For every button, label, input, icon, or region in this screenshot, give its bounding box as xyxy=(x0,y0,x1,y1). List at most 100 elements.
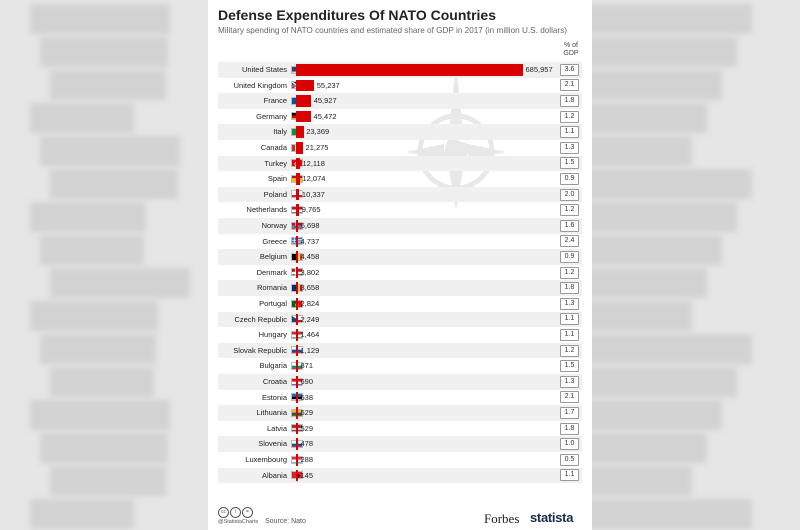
chart-row: Albania 145 1.1 xyxy=(218,467,582,484)
chart-row: Denmark 3,802 1.2 xyxy=(218,265,582,281)
bar xyxy=(296,376,298,388)
bar-value-label: 3,802 xyxy=(300,267,320,277)
country-label: Denmark xyxy=(256,267,287,277)
background-stripe xyxy=(50,70,166,100)
chart-row: Latvia 529 1.8 xyxy=(218,421,582,437)
footer-handle: @StatistaCharts xyxy=(218,519,259,525)
bar xyxy=(296,142,304,154)
country-label: Lithuania xyxy=(256,408,287,418)
chart-row: Greece 4,737 2.4 xyxy=(218,234,582,250)
bar xyxy=(296,126,304,138)
gdp-share-badge: 1.3 xyxy=(560,297,579,310)
background-left xyxy=(0,0,208,530)
background-stripe xyxy=(40,334,156,364)
chart-row: Croatia 690 1.3 xyxy=(218,374,582,390)
background-stripe xyxy=(50,169,178,199)
bar-value-label: 690 xyxy=(300,377,314,386)
bar-value-label: 9,765 xyxy=(301,205,321,215)
chart-row: United States 685,957 3.6 xyxy=(218,62,582,78)
bar-value-label: 3,658 xyxy=(300,283,320,293)
cc-icon: cc xyxy=(218,507,229,518)
country-label: Belgium xyxy=(259,252,287,262)
gdp-share-badge: 0.9 xyxy=(560,250,579,263)
background-stripe xyxy=(592,400,722,430)
chart-row: Canada 21,275 1.3 xyxy=(218,140,582,156)
forbes-logo[interactable]: Forbes xyxy=(484,511,520,526)
chart-row: Italy 23,369 1.1 xyxy=(218,124,582,140)
bar-value-label: 1,129 xyxy=(300,345,320,355)
background-stripe xyxy=(592,334,752,364)
country-label: Czech Republic xyxy=(234,314,287,324)
statista-logo[interactable]: statista xyxy=(530,510,574,525)
bar-value-label: 6,698 xyxy=(300,221,320,230)
bar-value-label: 871 xyxy=(300,361,314,371)
chart-row: Slovenia 478 1.0 xyxy=(218,436,582,452)
chart-row: Hungary 1,464 1.1 xyxy=(218,327,582,343)
background-stripe xyxy=(50,367,154,397)
bar-value-label: 12,118 xyxy=(302,158,325,168)
background-stripe xyxy=(592,268,707,298)
country-label: Poland xyxy=(263,189,287,199)
bar xyxy=(296,391,298,404)
bar xyxy=(296,157,300,170)
gdp-share-badge: 1.0 xyxy=(560,438,579,451)
country-label: Estonia xyxy=(261,392,287,402)
by-icon: i xyxy=(230,507,241,518)
background-stripe xyxy=(592,37,737,67)
chart-row: Spain 12,074 0.9 xyxy=(218,171,582,187)
country-label: Slovak Republic xyxy=(233,345,287,355)
chart-subtitle: Military spending of NATO countries and … xyxy=(218,26,568,35)
bar xyxy=(296,95,312,107)
bar xyxy=(296,282,298,294)
gdp-share-badge: 1.5 xyxy=(560,157,579,170)
gdp-share-badge: 0.9 xyxy=(560,172,579,185)
gdp-share-badge: 1.1 xyxy=(560,469,579,482)
bar-value-label: 529 xyxy=(300,408,314,418)
bar-value-label: 12,074 xyxy=(302,174,326,184)
bar-value-label: 45,927 xyxy=(313,96,337,106)
country-label: Bulgaria xyxy=(259,361,287,371)
bar-value-label: 538 xyxy=(300,392,314,402)
country-label: Luxembourg xyxy=(245,455,287,464)
country-label: Greece xyxy=(262,236,287,246)
country-label: Spain xyxy=(267,174,287,184)
gdp-share-badge: 1.1 xyxy=(560,313,579,326)
country-label: Germany xyxy=(256,111,287,121)
chart-row: Belgium 4,458 0.9 xyxy=(218,249,582,265)
country-label: Albania xyxy=(261,470,287,480)
background-right xyxy=(592,0,800,530)
gdp-share-badge: 2.0 xyxy=(560,188,579,201)
bar xyxy=(296,220,299,232)
background-stripe xyxy=(592,103,707,133)
bar-value-label: 2,249 xyxy=(300,314,320,324)
bar-value-label: 529 xyxy=(300,423,314,433)
bar xyxy=(296,235,298,248)
chart-row: Germany 45,472 1.2 xyxy=(218,109,582,125)
chart-row: France 45,927 1.8 xyxy=(218,93,582,109)
chart-row: Romania 3,658 1.8 xyxy=(218,280,582,296)
background-stripe xyxy=(30,400,170,430)
background-stripe xyxy=(592,433,707,463)
background-stripe xyxy=(50,268,190,298)
country-label: Netherlands xyxy=(246,205,287,215)
chart-card: Defense Expenditures Of NATO Countries M… xyxy=(208,0,592,530)
bar xyxy=(296,313,298,326)
license-icons: cc i = xyxy=(218,507,254,525)
background-stripe xyxy=(592,70,722,100)
gdp-share-badge: 1.6 xyxy=(560,219,579,232)
gdp-share-badge: 1.3 xyxy=(560,141,579,154)
country-label: Italy xyxy=(273,127,287,137)
background-stripe xyxy=(592,466,692,496)
chart-row: Czech Republic 2,249 1.1 xyxy=(218,311,582,328)
background-stripe xyxy=(592,136,692,166)
chart-row: Netherlands 9,765 1.2 xyxy=(218,202,582,218)
bar-value-label: 21,275 xyxy=(305,143,329,152)
bar-value-label: 1,464 xyxy=(300,330,320,340)
footer-source: Source: Nato xyxy=(265,518,306,525)
bar-value-label: 23,369 xyxy=(306,127,330,137)
gdp-share-badge: 2.1 xyxy=(560,79,579,92)
bar-value-label: 478 xyxy=(300,439,314,449)
background-stripe xyxy=(592,202,737,232)
gdp-share-badge: 1.2 xyxy=(560,204,579,217)
bar-value-label: 4,458 xyxy=(300,252,320,262)
